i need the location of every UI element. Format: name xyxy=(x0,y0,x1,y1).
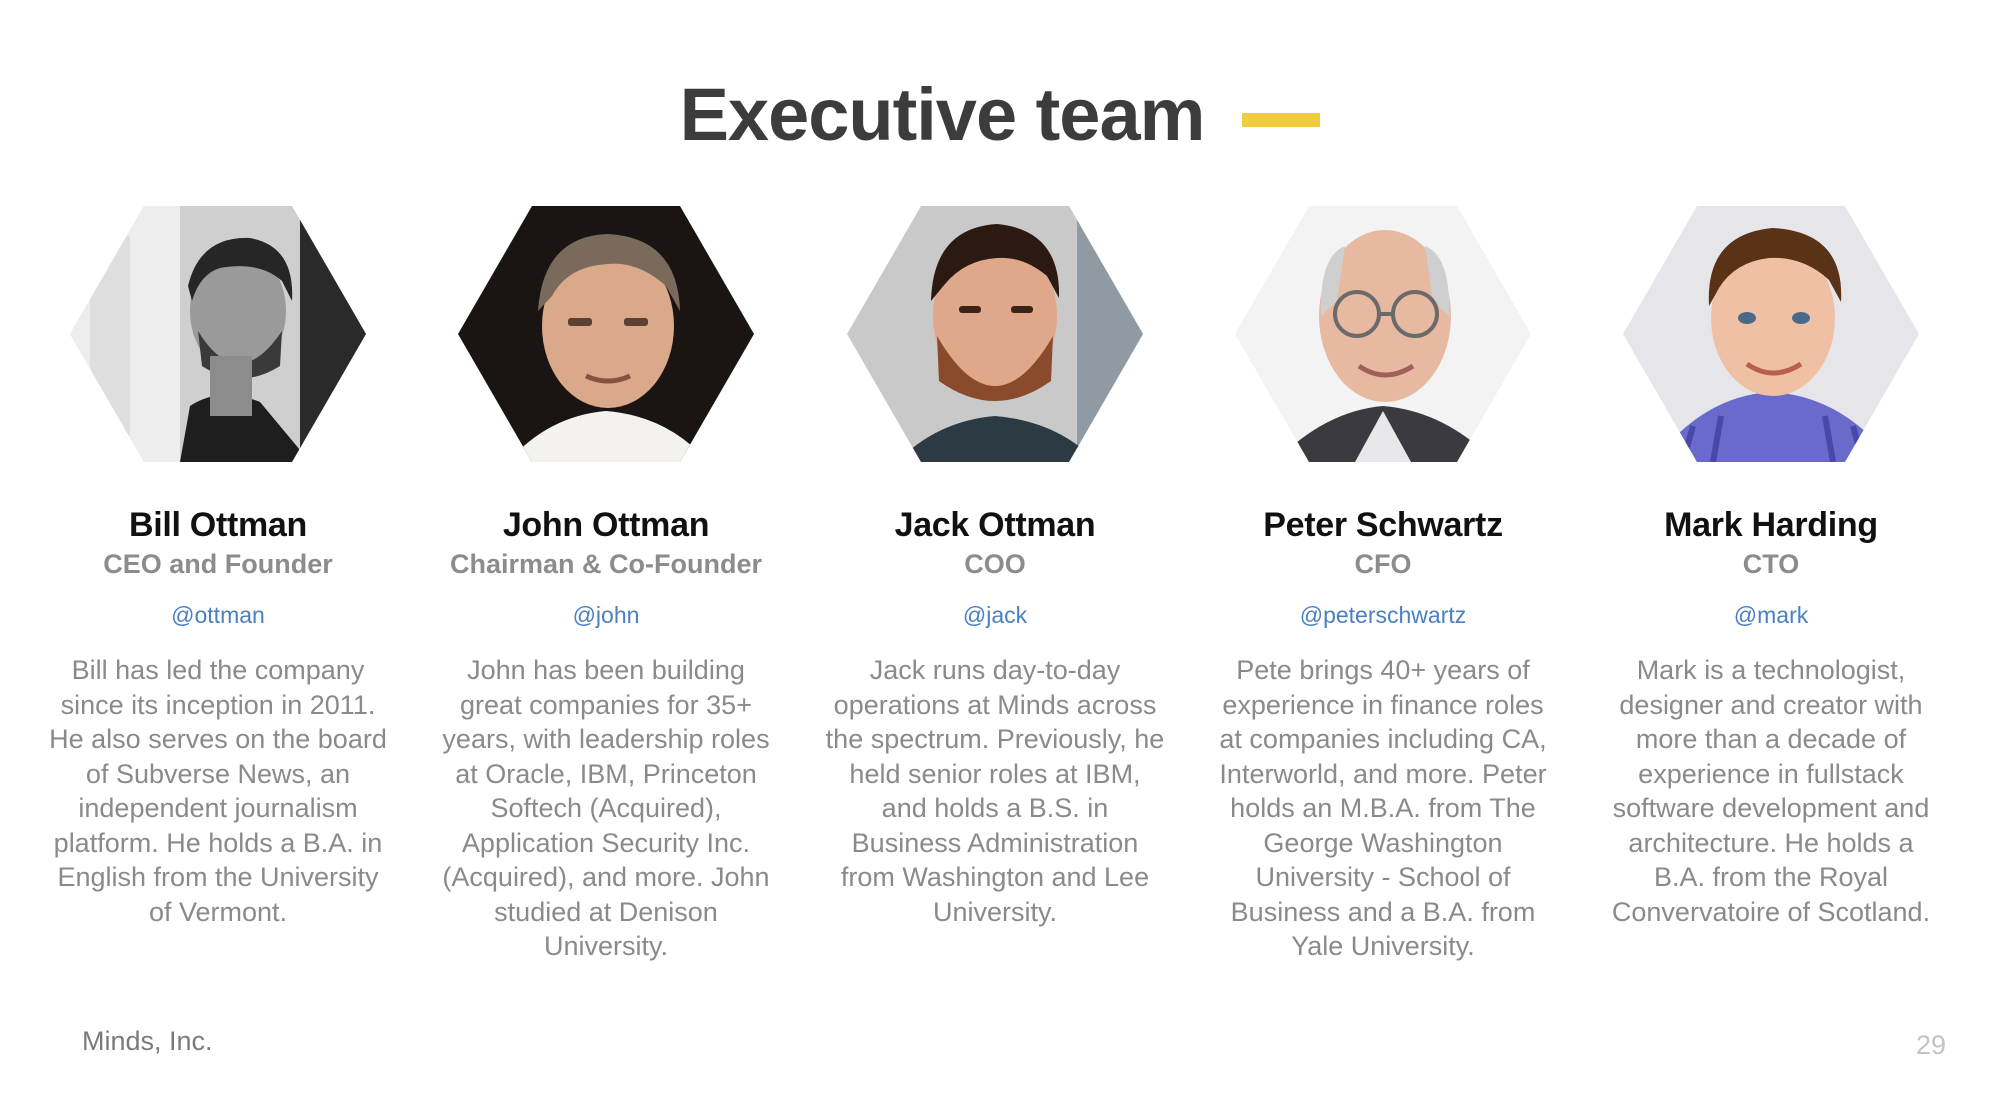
member-handle-link[interactable]: @john xyxy=(572,602,640,628)
member-role: COO xyxy=(964,549,1026,579)
member-photo xyxy=(1235,206,1531,462)
member-bio: Mark is a technologist, designer and cre… xyxy=(1611,655,1931,927)
member-name: Mark Harding xyxy=(1664,506,1878,544)
member-bio: Pete brings 40+ years of experience in f… xyxy=(1219,655,1547,961)
team-member-card: Mark Harding CTO @mark Mark is a technol… xyxy=(1601,206,1941,929)
member-bio: Jack runs day-to-day operations at Minds… xyxy=(825,655,1165,927)
title-accent-dash xyxy=(1242,112,1321,127)
portrait-photo xyxy=(1235,206,1531,462)
member-name: Peter Schwartz xyxy=(1263,506,1503,544)
member-handle-link[interactable]: @mark xyxy=(1733,602,1809,628)
member-name: Bill Ottman xyxy=(128,506,308,544)
portrait-photo xyxy=(847,206,1143,462)
team-member-card: Bill Ottman CEO and Founder @ottman Bill… xyxy=(48,206,388,929)
portrait-photo-bw xyxy=(70,206,366,462)
team-member-card: Jack Ottman COO @jack Jack runs day-to-d… xyxy=(825,206,1165,929)
member-role: CTO xyxy=(1742,549,1800,579)
footer-company-name: Minds, Inc. xyxy=(82,1026,213,1056)
member-bio: John has been building great companies f… xyxy=(442,655,770,961)
team-grid: Bill Ottman CEO and Founder @ottman Bill… xyxy=(0,206,2000,986)
team-member-card: Peter Schwartz CFO @peterschwartz Pete b… xyxy=(1213,206,1553,964)
member-photo xyxy=(1623,206,1919,462)
page-number: 29 xyxy=(1915,1030,1946,1060)
portrait-photo xyxy=(1623,206,1919,462)
slide-title: Executive team xyxy=(679,73,1206,156)
portrait-photo xyxy=(458,206,754,462)
member-handle-link[interactable]: @ottman xyxy=(171,602,265,628)
member-name: Jack Ottman xyxy=(894,506,1096,544)
member-name: John Ottman xyxy=(502,506,710,544)
slide-header: Executive team xyxy=(0,72,2000,157)
member-role: CFO xyxy=(1354,549,1412,579)
member-photo xyxy=(458,206,754,462)
member-role: CEO and Founder xyxy=(103,549,333,579)
team-member-card: John Ottman Chairman & Co-Founder @john … xyxy=(436,206,776,964)
member-role: Chairman & Co-Founder xyxy=(449,549,762,579)
member-photo xyxy=(847,206,1143,462)
member-handle-link[interactable]: @jack xyxy=(962,602,1028,628)
member-handle-link[interactable]: @peterschwartz xyxy=(1299,602,1467,628)
member-photo xyxy=(70,206,366,462)
member-bio: Bill has led the company since its incep… xyxy=(49,655,387,927)
